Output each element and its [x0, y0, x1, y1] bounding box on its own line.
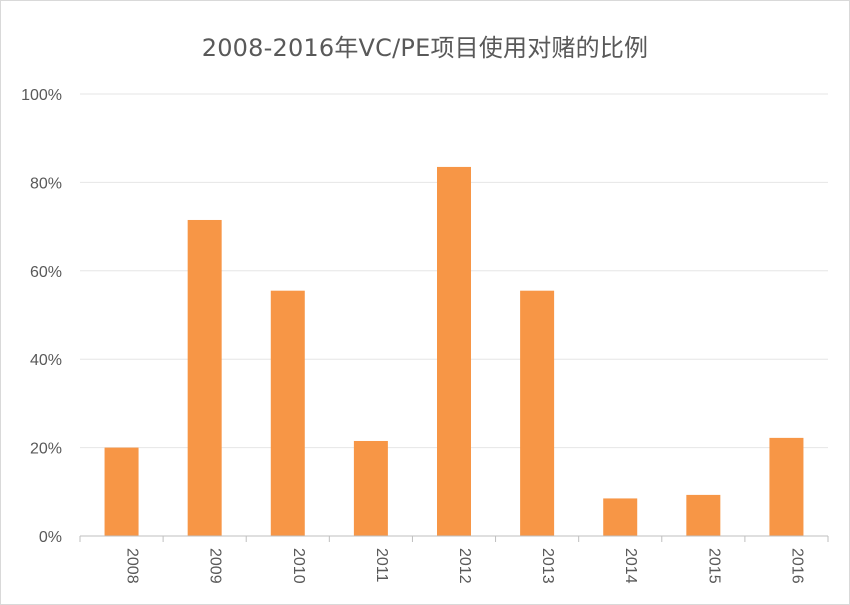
- chart-title: 2008-2016年VC/PE项目使用对赌的比例: [201, 34, 649, 62]
- axes: [79, 535, 829, 542]
- y-tick-label: 40%: [30, 352, 62, 369]
- bar-2011: [353, 440, 388, 536]
- x-tick-label: 2012: [456, 548, 473, 584]
- bar-2008: [104, 447, 139, 536]
- x-axis-labels: 2008 2009 2010 2011 2012 2013 2014 2015 2016: [124, 548, 806, 584]
- bar-2015: [686, 494, 721, 536]
- bars: [104, 166, 804, 536]
- y-axis-labels: 0% 20% 40% 60% 80% 100%: [21, 87, 62, 546]
- y-tick-label: 0%: [39, 529, 62, 546]
- bar-2012: [437, 166, 471, 536]
- x-tick-label: 2014: [622, 548, 639, 584]
- x-tick-label: 2013: [539, 548, 556, 584]
- y-tick-label: 80%: [30, 175, 62, 192]
- y-tick-label: 60%: [30, 264, 62, 281]
- x-tick-label: 2016: [788, 548, 805, 584]
- bar-2010: [270, 290, 305, 536]
- bar-2009: [187, 219, 222, 536]
- bar-2014: [603, 498, 638, 536]
- x-tick-label: 2015: [705, 548, 722, 584]
- x-tick-label: 2010: [290, 548, 307, 584]
- y-tick-label: 20%: [30, 441, 62, 458]
- bar-2013: [520, 290, 555, 536]
- x-tick-label: 2011: [373, 548, 390, 583]
- x-tick-label: 2008: [124, 548, 141, 584]
- x-tick-label: 2009: [207, 548, 224, 584]
- y-tick-label: 100%: [21, 87, 62, 104]
- bar-2016: [769, 437, 804, 536]
